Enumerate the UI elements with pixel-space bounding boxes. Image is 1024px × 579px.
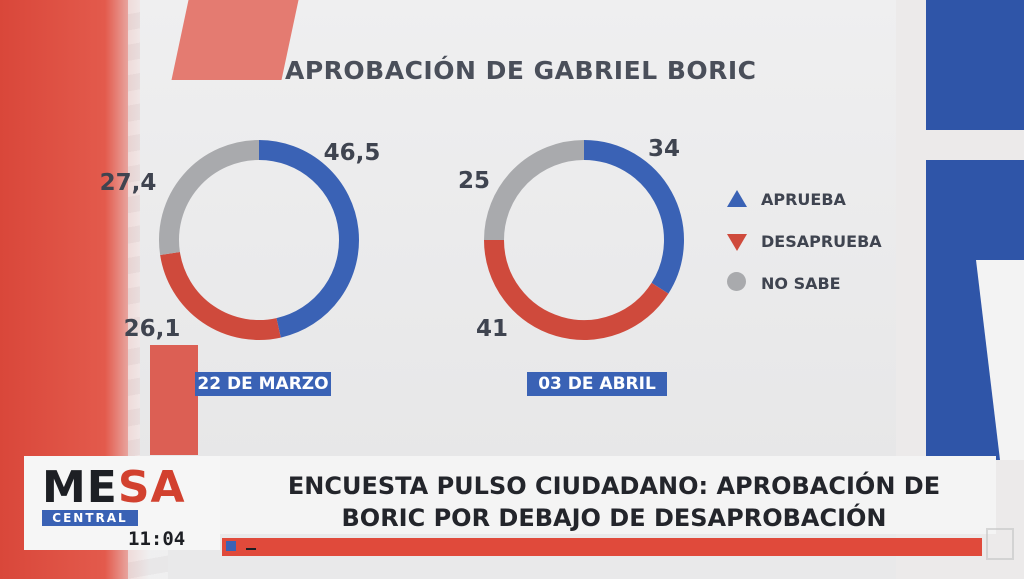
donut-chart-03-abril: 34 41 25	[458, 136, 684, 342]
headline-line-1: ENCUESTA PULSO CIUDADANO: APROBACIÓN DE	[287, 472, 941, 500]
flag-icon	[226, 541, 236, 551]
donut-slice-aprueba	[583, 140, 684, 294]
legend-item-aprueba: APRUEBA	[727, 178, 882, 220]
logo-mesa-me: ME	[42, 462, 118, 513]
legend-item-desaprueba: DESAPRUEBA	[727, 220, 882, 262]
value-label-no-sabe: 25	[458, 168, 490, 194]
dash-mark	[246, 548, 256, 550]
value-label-desaprueba: 41	[476, 316, 508, 342]
logo-mesa-sa: SA	[117, 462, 186, 513]
legend-label-desaprueba: DESAPRUEBA	[761, 231, 882, 251]
mesa-central-logo: MESA CENTRAL 11:04	[24, 456, 220, 550]
background-red-patch-lower	[150, 345, 198, 455]
headline: ENCUESTA PULSO CIUDADANO: APROBACIÓN DE …	[244, 470, 984, 534]
legend-item-no-sabe: NO SABE	[727, 262, 882, 304]
clock-time: 11:04	[128, 528, 186, 550]
value-label-no-sabe: 27,4	[100, 170, 157, 196]
headline-line-2: BORIC POR DEBAJO DE DESAPROBACIÓN	[341, 504, 887, 532]
chart-title: APROBACIÓN DE GABRIEL BORIC	[285, 56, 757, 85]
background-blue-block-top	[926, 0, 1024, 130]
donut-slice-no-sabe	[484, 140, 585, 241]
donut-slice-no-sabe	[159, 140, 260, 256]
circle-icon	[727, 272, 749, 294]
triangle-up-icon	[727, 188, 749, 210]
donut-slice-aprueba	[258, 140, 359, 338]
value-label-aprueba: 46,5	[324, 140, 381, 166]
donut-chart-22-marzo: 46,5 26,1 27,4	[100, 140, 381, 342]
value-label-desaprueba: 26,1	[124, 316, 181, 342]
donut-slice-desaprueba	[160, 251, 281, 340]
date-label-03-abril: 03 DE ABRIL	[527, 372, 667, 396]
chart-legend: APRUEBA DESAPRUEBA NO SABE	[727, 178, 882, 304]
channel-watermark-icon	[986, 528, 1014, 560]
logo-mesa-text: MESA	[42, 462, 186, 513]
lower-third-red-strip	[222, 538, 982, 556]
donut-slice-desaprueba	[484, 239, 669, 340]
value-label-aprueba: 34	[648, 136, 680, 162]
triangle-down-icon	[727, 230, 749, 252]
date-label-22-marzo: 22 DE MARZO	[195, 372, 331, 396]
legend-label-aprueba: APRUEBA	[761, 189, 846, 209]
legend-label-no-sabe: NO SABE	[761, 273, 841, 293]
logo-central-text: CENTRAL	[42, 510, 138, 526]
